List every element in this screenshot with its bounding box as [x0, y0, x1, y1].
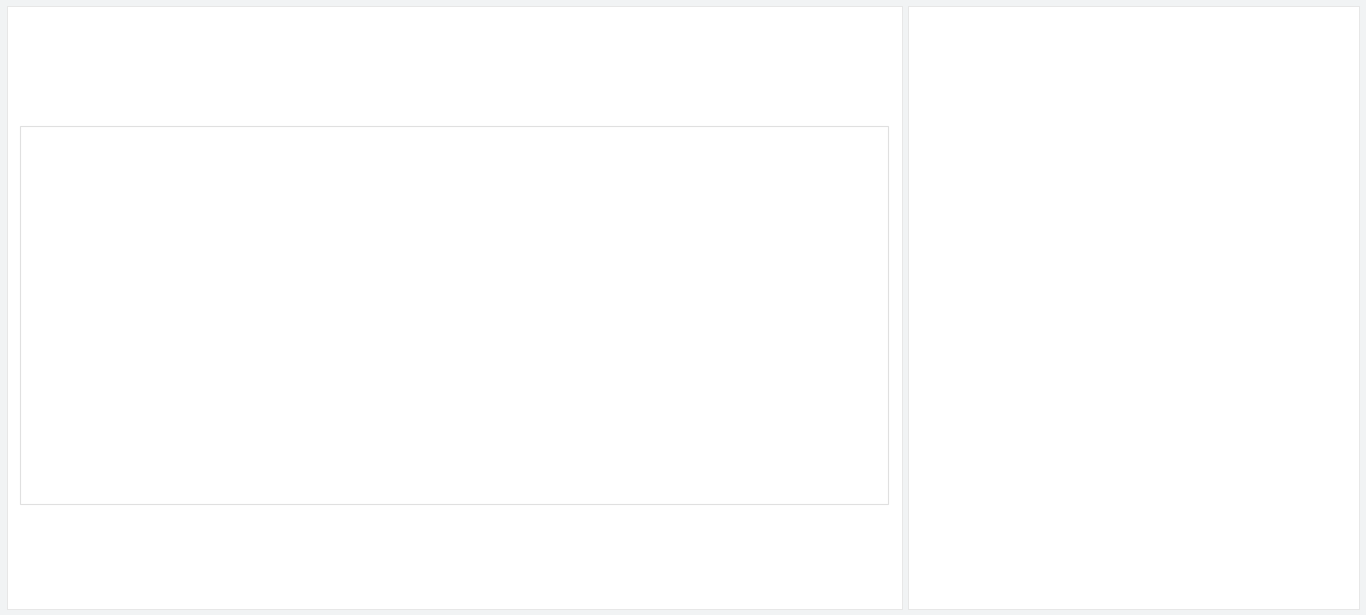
Text: ⠿: ⠿	[934, 148, 943, 158]
Text: 💾 Save...: 💾 Save...	[805, 13, 852, 23]
Text: ⠿: ⠿	[934, 364, 943, 374]
Text: ⠿: ⠿	[934, 202, 943, 212]
Text: - - - - -: - - - - -	[503, 573, 525, 579]
Text: - - - - -: - - - - -	[645, 573, 665, 579]
Text: Go to:: Go to:	[743, 512, 775, 522]
Text: 🔍 Search...: 🔍 Search...	[29, 512, 89, 522]
Text: Display: Display	[425, 447, 462, 457]
FancyBboxPatch shape	[922, 81, 1351, 126]
Bar	[519, 253, 740, 282]
Text: Event cou
All events: Event cou All events	[791, 542, 836, 561]
Text: Organic Search: Organic Search	[148, 447, 223, 457]
Text: ▼: ▼	[1307, 424, 1314, 434]
Text: ⋮: ⋮	[1325, 146, 1339, 160]
Text: Users by Session default channel group over time: Users by Session default channel group o…	[41, 114, 336, 127]
Text: - - - - -: - - - - -	[803, 573, 824, 579]
Text: ⠿: ⠿	[934, 310, 943, 320]
Text: Copy of Traffic acquisition: Session default channel group: Copy of Traffic acquisition: Session def…	[16, 42, 576, 62]
Text: ⋮: ⋮	[1325, 308, 1339, 322]
Text: Session campaign: Session campaign	[975, 364, 1076, 374]
Text: Engaged
sessions
per user: Engaged sessions per user	[574, 542, 613, 571]
Text: Rows per page:: Rows per page:	[567, 512, 647, 522]
Text: ▼: ▼	[708, 512, 716, 522]
Bar	[519, 306, 690, 335]
FancyBboxPatch shape	[917, 399, 1356, 459]
Text: 0.44: 0.44	[581, 595, 605, 605]
Text: Session medium: Session medium	[975, 202, 1067, 212]
Text: - - - - -: - - - - -	[257, 573, 277, 579]
Text: ⋮: ⋮	[1325, 92, 1339, 106]
Text: Events
per
session: Events per session	[638, 542, 672, 571]
Text: - - - - -: - - - - -	[423, 573, 445, 579]
Bar	[519, 200, 775, 229]
Text: Add dimension: Add dimension	[958, 424, 1041, 434]
Text: 1: 1	[791, 512, 798, 522]
Text: ⋮: ⋮	[1325, 362, 1339, 376]
Text: 1,957: 1,957	[419, 595, 451, 605]
Text: - - - - -: - - - - -	[344, 573, 366, 579]
Text: ⋮: ⋮	[1325, 200, 1339, 214]
Text: 34.64%: 34.64%	[703, 595, 747, 605]
Text: Last 28 days: Last 28 days	[652, 15, 721, 25]
Text: Direct: Direct	[46, 447, 76, 457]
Text: Sessions: Sessions	[336, 542, 374, 550]
FancyBboxPatch shape	[785, 11, 870, 26]
Text: - - - - -: - - - - -	[582, 573, 604, 579]
Text: - - - - -: - - - - -	[714, 573, 736, 579]
Text: < 1-10 of 11 >: < 1-10 of 11 >	[822, 512, 900, 522]
Text: ← Dimensions: ← Dimensions	[934, 21, 1042, 36]
Text: ← Back: ← Back	[16, 15, 61, 28]
Text: Average
engagement
time per
session: Average engagement time per session	[485, 542, 542, 582]
Text: Session source platform: Session source platform	[975, 310, 1109, 320]
Bar	[519, 359, 619, 387]
Text: 5,650: 5,650	[340, 595, 372, 605]
Text: Engagement
rate: Engagement rate	[697, 542, 754, 561]
Text: ⠿: ⠿	[934, 94, 943, 104]
Text: Users by Session default channel group: Users by Session default channel group	[519, 114, 753, 127]
Text: Session source / medium: Session source / medium	[975, 148, 1115, 158]
Text: Default: Default	[1235, 94, 1270, 104]
Text: Oct 20 - Nov 16, 2023: Oct 20 - Nov 16, 2023	[723, 15, 858, 25]
Text: ⠿: ⠿	[934, 256, 943, 266]
Text: Session source: Session source	[975, 256, 1059, 266]
Text: Mobile Push Notifications: Mobile Push Notifications	[533, 447, 656, 457]
Text: Engaged
sessions: Engaged sessions	[415, 542, 455, 561]
Text: Paid Search: Paid Search	[295, 447, 352, 457]
Text: 24s: 24s	[504, 595, 525, 605]
Text: ⋮: ⋮	[1325, 254, 1339, 268]
Text: 4,435: 4,435	[251, 595, 283, 605]
Text: 4.21: 4.21	[642, 595, 668, 605]
Bar	[519, 148, 859, 177]
Text: 23: 23	[806, 595, 821, 605]
Text: PRIMARY DIMENSIONS: PRIMARY DIMENSIONS	[934, 63, 1041, 73]
Text: Session default channel group: Session default channel group	[29, 542, 167, 550]
Text: Users: Users	[254, 542, 280, 550]
Text: 10: 10	[682, 512, 697, 522]
Text: Session default channel
group: Session default channel group	[975, 88, 1109, 110]
